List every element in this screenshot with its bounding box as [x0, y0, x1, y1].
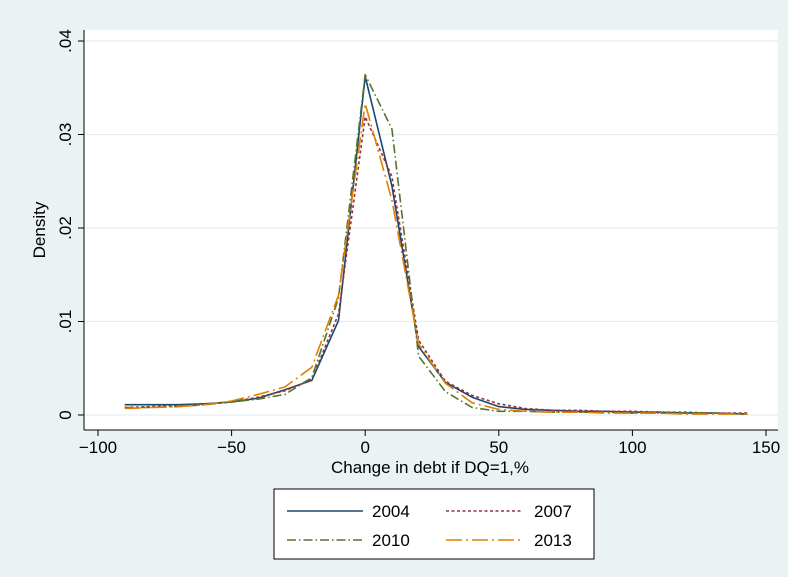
series-line-2010: [124, 73, 748, 415]
plot-region: [84, 30, 778, 430]
series-line-2007: [124, 115, 748, 414]
series-lines: [124, 73, 748, 415]
legend: 2004 2007 2010 2013: [273, 488, 595, 560]
legend-label-2007: 2007: [534, 502, 572, 521]
y-tick-label: .03: [56, 123, 75, 147]
x-tick-label: −50: [217, 438, 246, 457]
x-tick-label: 150: [752, 438, 780, 457]
axes: 0 .01 .02 .03 .04 −100 −50 0 50 100 150: [56, 29, 780, 457]
x-tick-label: 100: [618, 438, 646, 457]
x-axis-title: Change in debt if DQ=1,%: [331, 458, 529, 477]
y-tick-label: .04: [56, 29, 75, 53]
y-axis-title: Density: [30, 201, 49, 258]
y-tick-label: 0: [56, 410, 75, 419]
legend-label-2013: 2013: [534, 531, 572, 550]
legend-label-2004: 2004: [372, 502, 410, 521]
x-tick-label: 50: [489, 438, 508, 457]
legend-box: [273, 488, 595, 560]
grid-lines: [85, 40, 778, 416]
series-line-2013: [124, 102, 748, 415]
y-tick-label: .01: [56, 310, 75, 334]
x-tick-label: −100: [79, 438, 117, 457]
legend-label-2010: 2010: [372, 531, 410, 550]
x-tick-label: 0: [360, 438, 369, 457]
y-tick-label: .02: [56, 216, 75, 240]
